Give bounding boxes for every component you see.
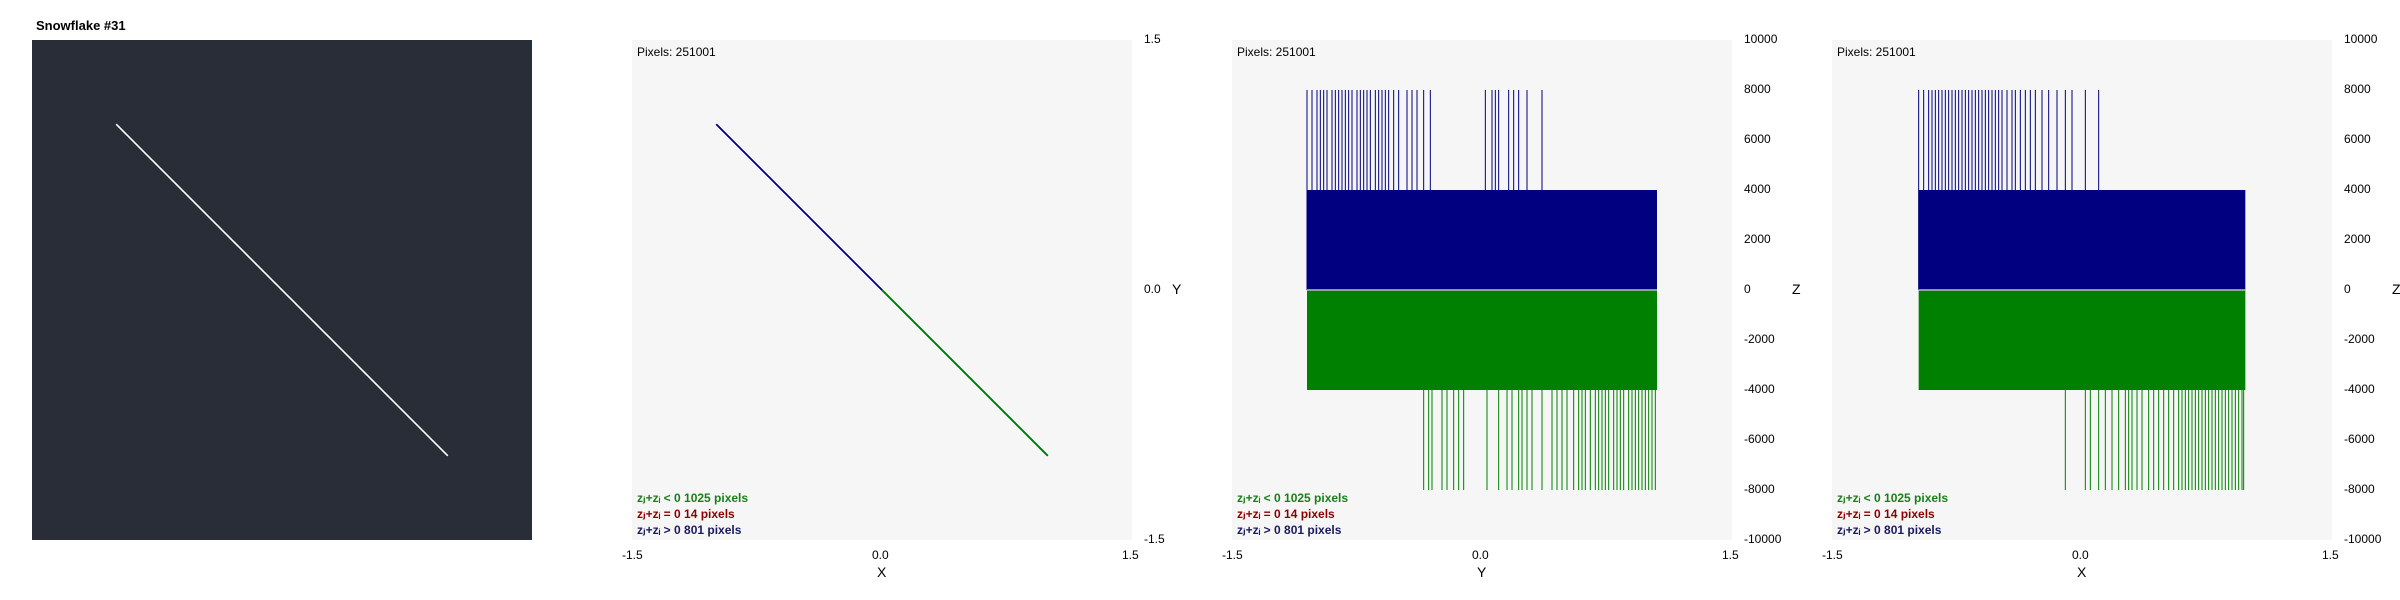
legend-negative: zⱼ+zᵢ < 0 1025 pixels — [637, 491, 749, 505]
y-tick-label: 6000 — [1744, 132, 1771, 146]
y-tick-label: 2000 — [2344, 232, 2371, 246]
y-tick-label: -2000 — [2344, 332, 2375, 346]
y-tick-label: 0 — [1744, 282, 1751, 296]
x-tick-label: 1.5 — [2322, 548, 2339, 562]
y-tick-label: -4000 — [1744, 382, 1775, 396]
xy-outline-svg — [715, 123, 1049, 457]
legend-positive: zⱼ+zᵢ > 0 801 pixels — [1237, 523, 1342, 537]
legend-zero: zⱼ+zᵢ = 0 14 pixels — [1837, 507, 1935, 521]
y-tick-label: -10000 — [1744, 532, 1782, 546]
negative-block — [1918, 290, 2246, 390]
x-tick-label: -1.5 — [622, 548, 643, 562]
y-tick-label: -8000 — [2344, 482, 2375, 496]
y-tick-label: 4000 — [1744, 182, 1771, 196]
y-tick-label: -6000 — [1744, 432, 1775, 446]
y-tick-label: 2000 — [1744, 232, 1771, 246]
figure-title: Snowflake #31 — [36, 18, 126, 33]
y-axis-label: Z — [1792, 281, 1801, 297]
legend-negative: zⱼ+zᵢ < 0 1025 pixels — [1237, 491, 1349, 505]
x-tick-label: 0.0 — [1472, 548, 1489, 562]
x-axis-label: X — [877, 564, 887, 580]
pixel-count-label: Pixels: 251001 — [1837, 45, 1916, 59]
y-tick-label: 6000 — [2344, 132, 2371, 146]
positive-block — [1307, 190, 1657, 290]
y-tick-label: 4000 — [2344, 182, 2371, 196]
y-tick-label: -4000 — [2344, 382, 2375, 396]
snowflake-outline — [115, 123, 449, 457]
legend-negative: zⱼ+zᵢ < 0 1025 pixels — [1837, 491, 1949, 505]
legend-positive: zⱼ+zᵢ > 0 801 pixels — [1837, 523, 1942, 537]
y-tick-label: -2000 — [1744, 332, 1775, 346]
y-tick-label: -8000 — [1744, 482, 1775, 496]
legend-zero: zⱼ+zᵢ = 0 14 pixels — [637, 507, 735, 521]
x-tick-label: 1.5 — [1722, 548, 1739, 562]
legend-positive: zⱼ+zᵢ > 0 801 pixels — [637, 523, 742, 537]
snowflake-preview-svg — [115, 123, 449, 457]
xy-outline-plot: Pixels: 251001 zⱼ+zᵢ < 0 1025 pixels zⱼ+… — [632, 40, 1132, 540]
xz-bars-svg — [1918, 90, 2246, 490]
y-tick-label: 0 — [2344, 282, 2351, 296]
snowflake-preview — [32, 40, 532, 540]
x-tick-label: 0.0 — [872, 548, 889, 562]
positive-block — [1918, 190, 2246, 290]
xz-bar-plot: Pixels: 251001 zⱼ+zᵢ < 0 1025 pixels zⱼ+… — [1832, 40, 2332, 540]
outline-negative — [881, 289, 1049, 457]
y-tick-label: -1.5 — [1144, 532, 1165, 546]
y-tick-label: 1.5 — [1144, 32, 1161, 46]
x-axis-label: Y — [1477, 564, 1487, 580]
y-tick-label: 0.0 — [1144, 282, 1161, 296]
yz-bars-svg — [1306, 90, 1657, 490]
y-tick-label: -10000 — [2344, 532, 2382, 546]
x-tick-label: 1.5 — [1122, 548, 1139, 562]
x-axis-label: X — [2077, 564, 2087, 580]
y-tick-label: 8000 — [2344, 82, 2371, 96]
y-tick-label: -6000 — [2344, 432, 2375, 446]
x-tick-label: -1.5 — [1222, 548, 1243, 562]
y-tick-label: 8000 — [1744, 82, 1771, 96]
pixel-count-label: Pixels: 251001 — [1237, 45, 1316, 59]
legend: zⱼ+zᵢ < 0 1025 pixels zⱼ+zᵢ = 0 14 pixel… — [1837, 490, 1948, 538]
legend: zⱼ+zᵢ < 0 1025 pixels zⱼ+zᵢ = 0 14 pixel… — [637, 490, 748, 538]
x-tick-label: 0.0 — [2072, 548, 2089, 562]
y-tick-label: 10000 — [1744, 32, 1778, 46]
pixel-count-label: Pixels: 251001 — [637, 45, 716, 59]
yz-bar-plot: Pixels: 251001 zⱼ+zᵢ < 0 1025 pixels zⱼ+… — [1232, 40, 1732, 540]
legend: zⱼ+zᵢ < 0 1025 pixels zⱼ+zᵢ = 0 14 pixel… — [1237, 490, 1348, 538]
legend-zero: zⱼ+zᵢ = 0 14 pixels — [1237, 507, 1335, 521]
y-axis-label: Y — [1172, 281, 1182, 297]
negative-block — [1307, 290, 1657, 390]
x-tick-label: -1.5 — [1822, 548, 1843, 562]
y-axis-label: Z — [2392, 281, 2400, 297]
y-tick-label: 10000 — [2344, 32, 2378, 46]
